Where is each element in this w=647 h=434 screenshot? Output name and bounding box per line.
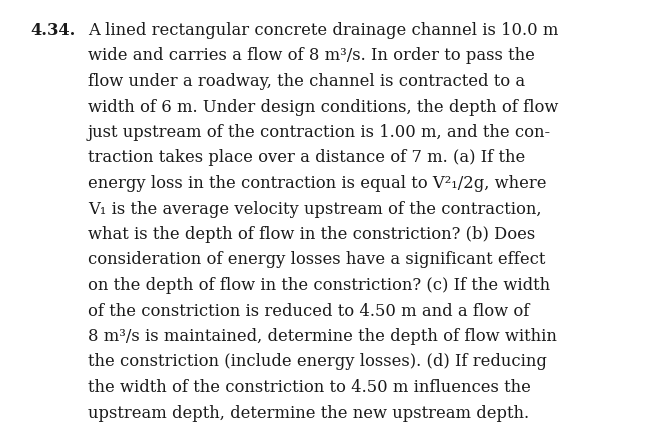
Text: the constriction (include energy losses). (d) If reducing: the constriction (include energy losses)… xyxy=(88,354,547,371)
Text: V₁ is the average velocity upstream of the contraction,: V₁ is the average velocity upstream of t… xyxy=(88,201,542,217)
Text: flow under a roadway, the channel is contracted to a: flow under a roadway, the channel is con… xyxy=(88,73,525,90)
Text: consideration of energy losses have a significant effect: consideration of energy losses have a si… xyxy=(88,251,545,269)
Text: 4.34.: 4.34. xyxy=(30,22,75,39)
Text: width of 6 m. Under design conditions, the depth of flow: width of 6 m. Under design conditions, t… xyxy=(88,99,558,115)
Text: of the constriction is reduced to 4.50 m and a flow of: of the constriction is reduced to 4.50 m… xyxy=(88,302,529,319)
Text: upstream depth, determine the new upstream depth.: upstream depth, determine the new upstre… xyxy=(88,404,529,421)
Text: A lined rectangular concrete drainage channel is 10.0 m: A lined rectangular concrete drainage ch… xyxy=(88,22,558,39)
Text: energy loss in the contraction is equal to V²₁/2g, where: energy loss in the contraction is equal … xyxy=(88,175,547,192)
Text: on the depth of flow in the constriction? (c) If the width: on the depth of flow in the constriction… xyxy=(88,277,550,294)
Text: the width of the constriction to 4.50 m influences the: the width of the constriction to 4.50 m … xyxy=(88,379,531,396)
Text: what is the depth of flow in the constriction? (b) Does: what is the depth of flow in the constri… xyxy=(88,226,535,243)
Text: just upstream of the contraction is 1.00 m, and the con-: just upstream of the contraction is 1.00… xyxy=(88,124,551,141)
Text: wide and carries a flow of 8 m³/s. In order to pass the: wide and carries a flow of 8 m³/s. In or… xyxy=(88,47,535,65)
Text: traction takes place over a distance of 7 m. (a) If the: traction takes place over a distance of … xyxy=(88,149,525,167)
Text: 8 m³/s is maintained, determine the depth of flow within: 8 m³/s is maintained, determine the dept… xyxy=(88,328,557,345)
